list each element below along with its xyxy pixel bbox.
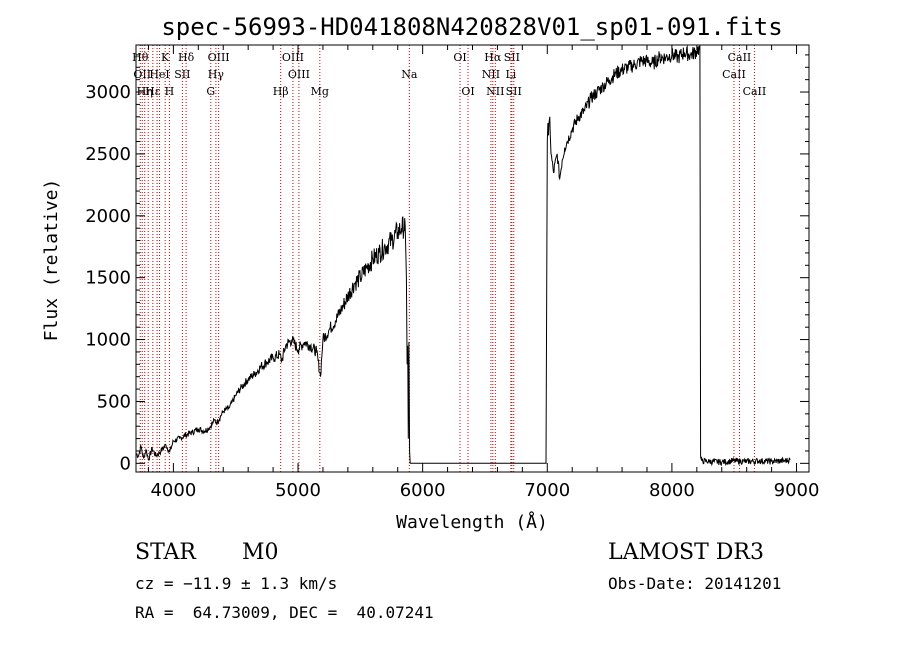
y-tick-label: 0 [120, 453, 131, 474]
spectral-line-label: OIII [282, 51, 304, 64]
spectral-line-label: Hβ [273, 85, 289, 98]
spectral-line-label: CaII [722, 68, 746, 81]
spectral-line-label: CaII [743, 85, 767, 98]
spectral-line-label: HeI [149, 68, 169, 81]
spectral-line-label: SII [174, 68, 190, 81]
spectral-line-label: Na [401, 68, 418, 81]
observation-date: Obs-Date: 20141201 [608, 574, 782, 593]
spectral-line-label: NII [482, 68, 500, 81]
spectral-line-label: SII [506, 85, 522, 98]
y-tick-label: 2000 [85, 206, 131, 227]
x-tick-label: 8000 [649, 480, 695, 501]
spectral-line-label: CaII [728, 51, 752, 64]
spectral-line-label: OII [133, 68, 151, 81]
coordinates: RA = 64.73009, DEC = 40.07241 [135, 603, 434, 622]
x-tick-label: 5000 [275, 480, 321, 501]
x-tick-label: 9000 [774, 480, 820, 501]
spectral-line-markers: HθOIIHηHεHeIKHSIIHδGHγOIIIHβOIIIOIIIMgNa… [132, 45, 766, 472]
y-tick-label: 1000 [85, 330, 131, 351]
plot-frame [135, 44, 810, 473]
survey-name: LAMOST DR3 [608, 540, 764, 565]
x-tick-label: 6000 [400, 480, 446, 501]
x-axis-label: Wavelength (Å) [396, 511, 548, 533]
spectral-line-label: Mg [311, 85, 329, 98]
spectral-line-label: H [165, 85, 175, 98]
spectral-line-label: Li [505, 68, 516, 81]
spectral-line-label: Hη [137, 85, 153, 98]
spectral-line-label: SII [504, 51, 520, 64]
y-tick-label: 3000 [85, 82, 131, 103]
flux-series-line [135, 44, 791, 467]
axes: 4000 5000 6000 7000 8000 9000 0 500 1000 1500 2000… [85, 45, 819, 501]
spectral-line-label: Hθ [132, 51, 149, 64]
spectral-line-label: Hε [145, 85, 161, 98]
spectral-line-label: OIII [288, 68, 310, 81]
spectral-line-label: K [161, 51, 170, 64]
spectral-line-label: Hγ [208, 68, 225, 81]
redshift-velocity: cz = −11.9 ± 1.3 km/s [135, 574, 338, 593]
spectral-line-label: Hα [484, 51, 502, 64]
y-tick-label: 2500 [85, 144, 131, 165]
spectral-line-label: OI [461, 85, 474, 98]
x-tick-label: 7000 [524, 480, 570, 501]
spectral-line-label: OI [453, 51, 466, 64]
spectral-line-label: Hδ [178, 51, 195, 64]
object-type: STAR [135, 540, 196, 565]
chart-title: spec-56993-HD041808N420828V01_sp01-091.f… [161, 13, 782, 41]
spectral-line-label: NII [486, 85, 504, 98]
spectral-line-label: G [206, 85, 215, 98]
y-axis-label: Flux (relative) [41, 179, 62, 342]
object-subclass: M0 [242, 540, 279, 565]
spectral-line-label: OIII [208, 51, 230, 64]
y-tick-label: 1500 [85, 268, 131, 289]
x-tick-label: 4000 [150, 480, 196, 501]
y-tick-label: 500 [97, 391, 131, 412]
